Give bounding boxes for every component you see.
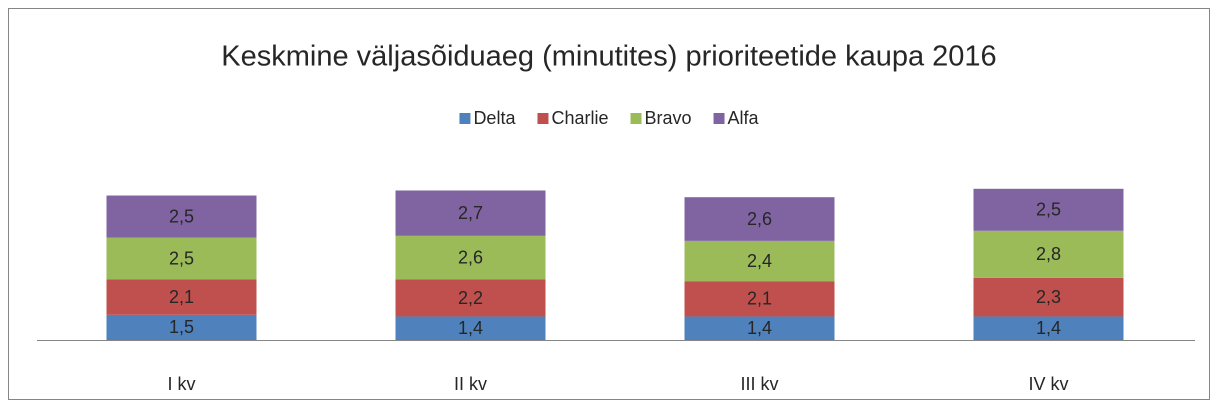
bar-segment: [684, 316, 835, 340]
data-label: 2,6: [747, 209, 772, 229]
legend-label: Charlie: [551, 108, 608, 128]
legend-swatch: [713, 113, 725, 124]
bar-segment: [395, 190, 546, 236]
legend-label: Delta: [473, 108, 516, 128]
legend-swatch: [630, 113, 642, 124]
data-label: 1,5: [169, 317, 194, 337]
data-label: 2,4: [747, 251, 772, 271]
data-label: 2,5: [169, 248, 194, 268]
data-label: 2,1: [169, 287, 194, 307]
data-label: 2,5: [1036, 200, 1061, 220]
x-tick-label: IV kv: [1028, 374, 1068, 394]
bar-segment: [684, 281, 835, 317]
data-label: 2,6: [458, 247, 483, 267]
bar-segment: [684, 197, 835, 241]
data-label: 2,1: [747, 289, 772, 309]
legend-label: Bravo: [645, 108, 692, 128]
bar-segment: [395, 279, 546, 317]
bar-segment: [395, 316, 546, 340]
bar-segment: [106, 237, 257, 280]
bar-segment: [106, 314, 257, 340]
bar-segment: [684, 240, 835, 282]
x-tick-label: I kv: [167, 374, 195, 394]
chart-title: Keskmine väljasõiduaeg (minutites) prior…: [221, 41, 996, 73]
data-label: 1,4: [747, 318, 772, 338]
legend-swatch: [537, 113, 549, 124]
bar-segment: [106, 195, 257, 238]
data-label: 2,8: [1036, 244, 1061, 264]
bar-segment: [973, 230, 1124, 278]
data-label: 1,4: [1036, 318, 1061, 338]
bar-segment: [973, 188, 1124, 231]
x-tick-label: III kv: [740, 374, 778, 394]
data-label: 2,7: [458, 203, 483, 223]
data-label: 2,3: [1036, 287, 1061, 307]
data-label: 1,4: [458, 318, 483, 338]
data-label: 2,5: [169, 206, 194, 226]
bar-segment: [973, 277, 1124, 317]
x-tick-label: II kv: [454, 374, 487, 394]
bar-segment: [106, 279, 257, 315]
legend-label: Alfa: [728, 108, 760, 128]
legend-swatch: [459, 113, 471, 124]
bar-segment: [395, 235, 546, 280]
data-label: 2,2: [458, 288, 483, 308]
bar-segment: [973, 316, 1124, 340]
